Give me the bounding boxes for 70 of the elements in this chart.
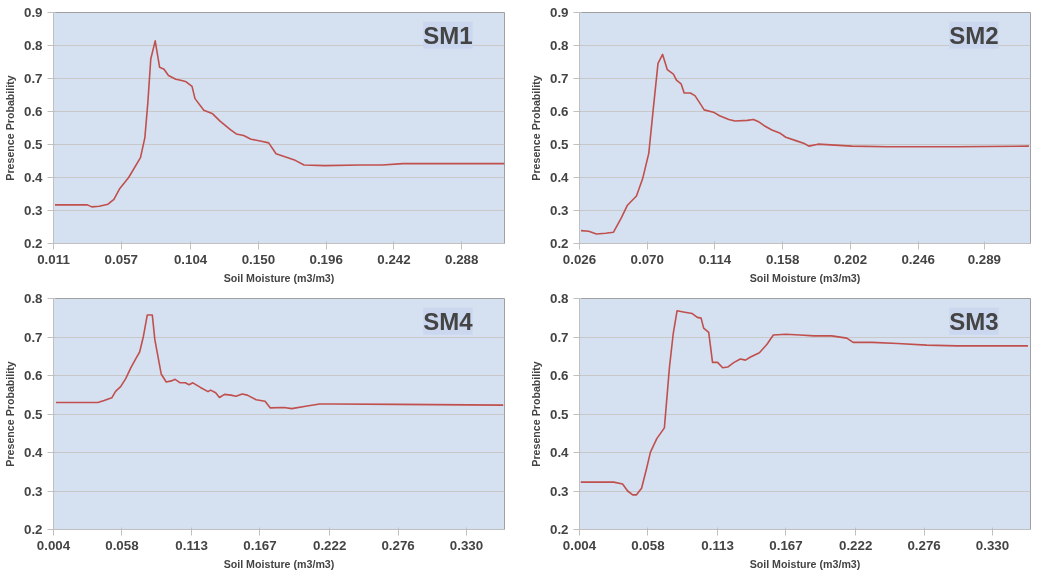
x-tick-label: 0.150 [241, 251, 276, 267]
y-tick-label: 0.2 [549, 522, 569, 537]
y-tick-label: 0.2 [23, 522, 43, 537]
y-tick-label: 0.6 [23, 104, 43, 119]
x-tick-label: 0.202 [833, 251, 868, 267]
y-tick-label: 0.6 [549, 368, 569, 383]
x-tick-label: 0.276 [381, 537, 415, 553]
y-tick-label: 0.8 [549, 38, 569, 53]
y-tick-label: 0.6 [549, 104, 569, 119]
x-tick-label: 0.113 [175, 537, 208, 553]
y-tick-label: 0.5 [23, 137, 44, 152]
x-tick-label: 0.222 [839, 537, 873, 553]
y-tick-label: 0.3 [23, 203, 43, 218]
y-axis-title: Presence Probability [3, 361, 16, 467]
x-tick-label: 0.004 [562, 537, 597, 553]
x-tick-label: 0.158 [766, 251, 800, 267]
x-tick-label: 0.026 [562, 251, 597, 267]
y-tick-label: 0.8 [549, 291, 569, 306]
x-tick-label: 0.222 [313, 537, 347, 553]
x-tick-label: 0.196 [309, 251, 343, 267]
chart-title: SM1 [423, 21, 473, 49]
x-tick-label: 0.058 [105, 537, 139, 553]
y-tick-label: 0.9 [23, 5, 43, 20]
chart-title: SM3 [949, 307, 999, 335]
y-tick-label: 0.8 [23, 291, 43, 306]
x-tick-label: 0.011 [37, 251, 71, 267]
y-tick-label: 0.7 [23, 329, 43, 345]
y-tick-label: 0.2 [23, 236, 43, 251]
x-tick-label: 0.104 [173, 251, 208, 267]
x-tick-label: 0.114 [698, 251, 732, 267]
y-tick-label: 0.3 [549, 483, 569, 499]
x-tick-label: 0.070 [630, 251, 664, 267]
x-tick-label: 0.288 [445, 251, 479, 267]
x-axis-title: Soil Moisture (m3/m3) [749, 271, 861, 284]
x-axis-title: Soil Moisture (m3/m3) [223, 557, 335, 570]
chart-title: SM2 [949, 21, 999, 49]
y-tick-label: 0.4 [23, 445, 44, 460]
y-axis-title: Presence Probability [529, 75, 542, 181]
chart-title: SM4 [423, 307, 474, 335]
x-tick-label: 0.057 [104, 251, 138, 267]
y-tick-label: 0.2 [549, 236, 569, 251]
y-tick-label: 0.7 [549, 71, 569, 86]
y-tick-label: 0.5 [549, 406, 570, 422]
y-tick-label: 0.7 [549, 329, 569, 345]
x-axis-title: Soil Moisture (m3/m3) [749, 557, 861, 570]
y-tick-label: 0.4 [549, 445, 570, 460]
y-tick-label: 0.4 [549, 170, 570, 185]
y-tick-label: 0.3 [549, 203, 569, 218]
x-tick-label: 0.330 [975, 537, 1010, 553]
y-tick-label: 0.6 [23, 368, 43, 383]
x-tick-label: 0.289 [967, 251, 1002, 267]
y-tick-label: 0.5 [549, 137, 570, 152]
x-tick-label: 0.004 [36, 537, 71, 553]
y-tick-label: 0.9 [549, 5, 569, 20]
x-axis-title: Soil Moisture (m3/m3) [223, 271, 335, 284]
y-axis-title: Presence Probability [529, 361, 542, 467]
y-tick-label: 0.8 [23, 38, 43, 53]
y-tick-label: 0.4 [23, 170, 44, 185]
y-tick-label: 0.3 [23, 483, 43, 499]
x-tick-label: 0.246 [901, 251, 935, 267]
y-tick-label: 0.7 [23, 71, 43, 86]
x-tick-label: 0.113 [701, 537, 734, 553]
y-tick-label: 0.5 [23, 406, 44, 422]
y-axis-title: Presence Probability [3, 75, 16, 181]
x-tick-label: 0.167 [243, 537, 277, 553]
x-tick-label: 0.058 [631, 537, 665, 553]
x-tick-label: 0.276 [907, 537, 941, 553]
x-tick-label: 0.242 [377, 251, 411, 267]
x-tick-label: 0.167 [769, 537, 803, 553]
x-tick-label: 0.330 [449, 537, 484, 553]
